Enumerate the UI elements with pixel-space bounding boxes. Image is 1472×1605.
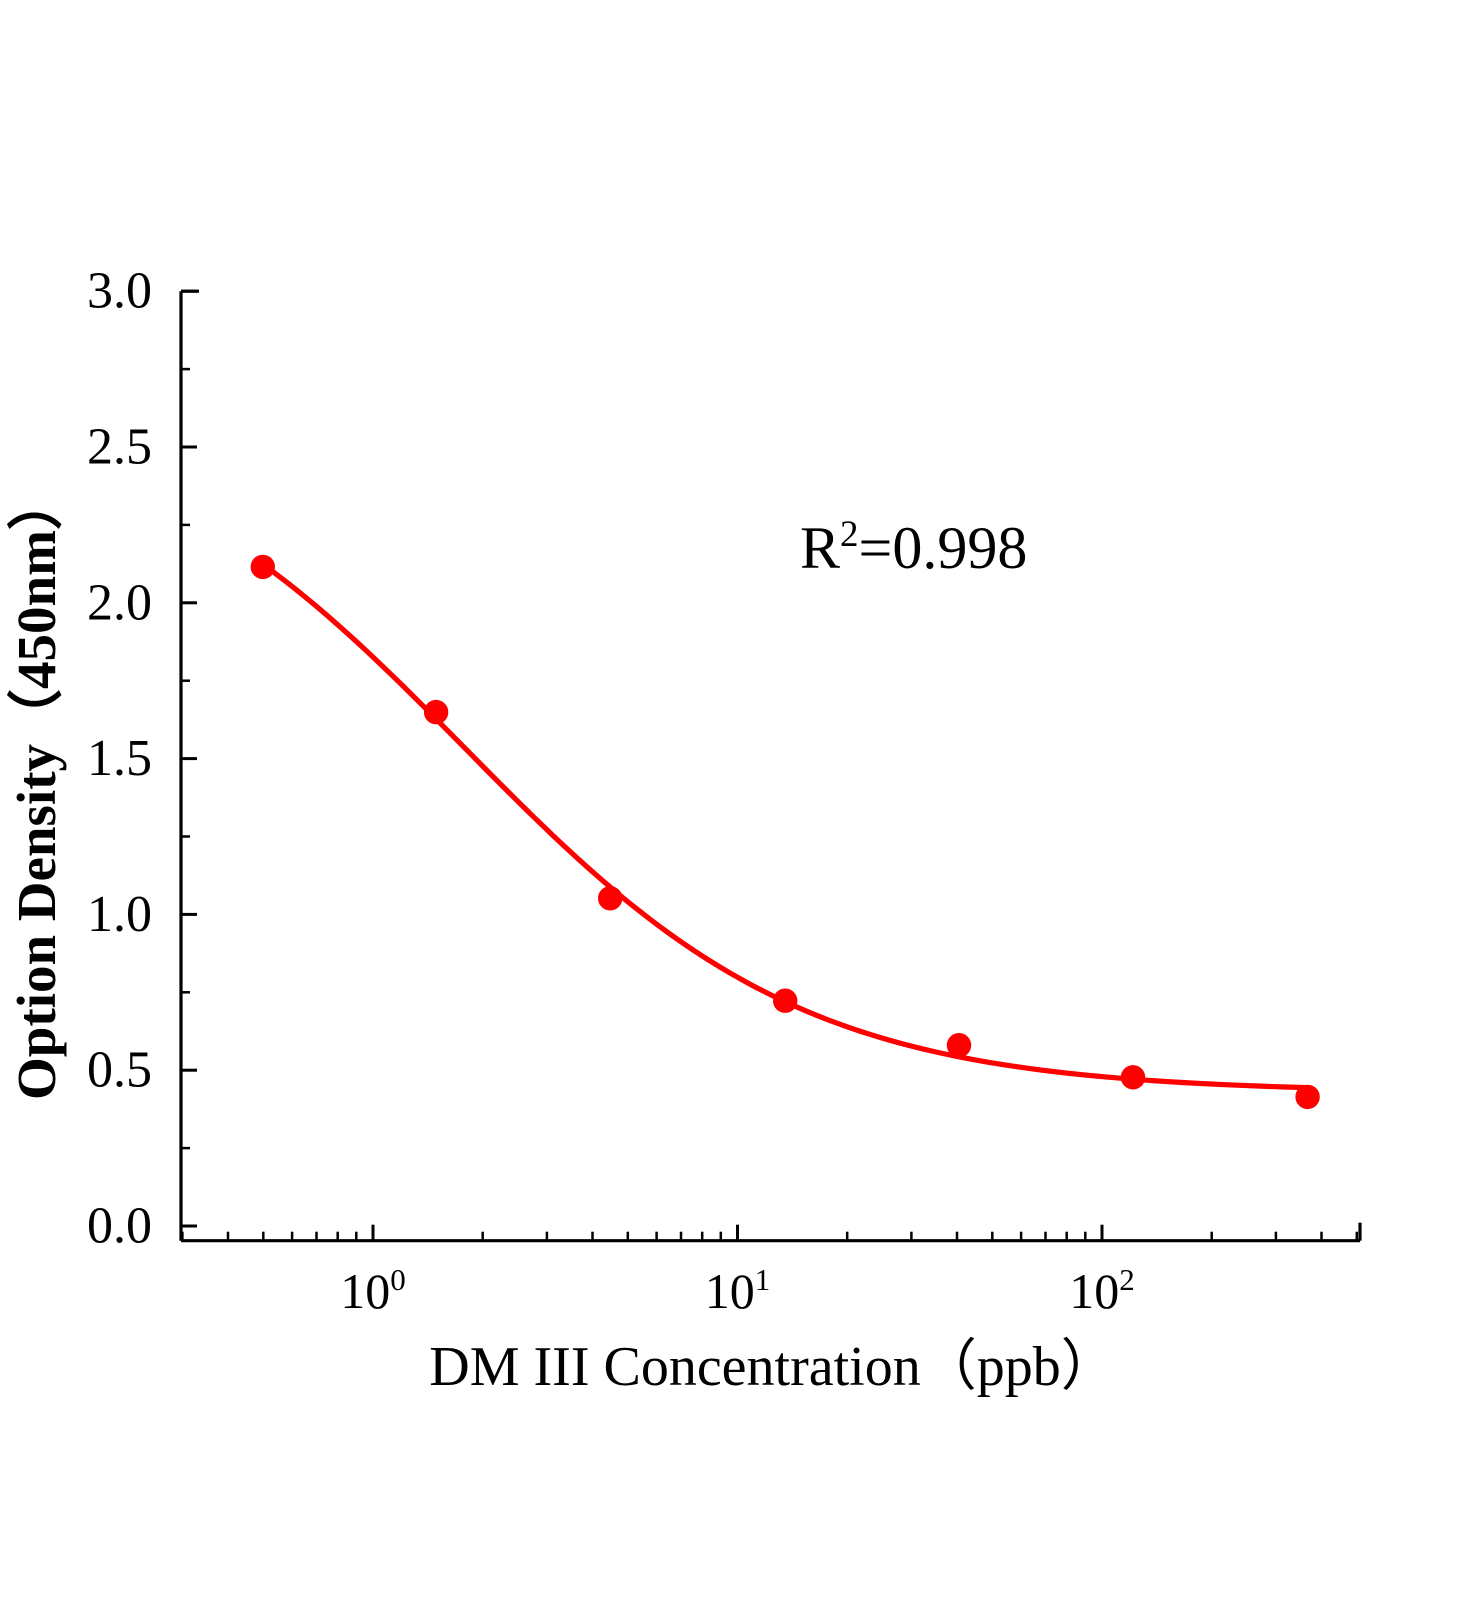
svg-text:2.5: 2.5 [87,419,152,476]
svg-text:R2=0.998: R2=0.998 [800,514,1027,581]
svg-text:2.0: 2.0 [87,574,152,631]
svg-text:100: 100 [340,1262,406,1319]
svg-text:DM III Concentration（ppb）: DM III Concentration（ppb） [429,1336,1116,1398]
svg-text:101: 101 [705,1262,771,1319]
svg-text:0.0: 0.0 [87,1198,152,1255]
svg-text:Option Density（450nm）: Option Density（450nm） [6,475,67,1100]
svg-text:0.5: 0.5 [87,1042,152,1099]
svg-text:1.5: 1.5 [87,730,152,787]
svg-text:1.0: 1.0 [87,886,152,943]
svg-text:102: 102 [1069,1262,1135,1319]
svg-text:3.0: 3.0 [87,263,152,320]
